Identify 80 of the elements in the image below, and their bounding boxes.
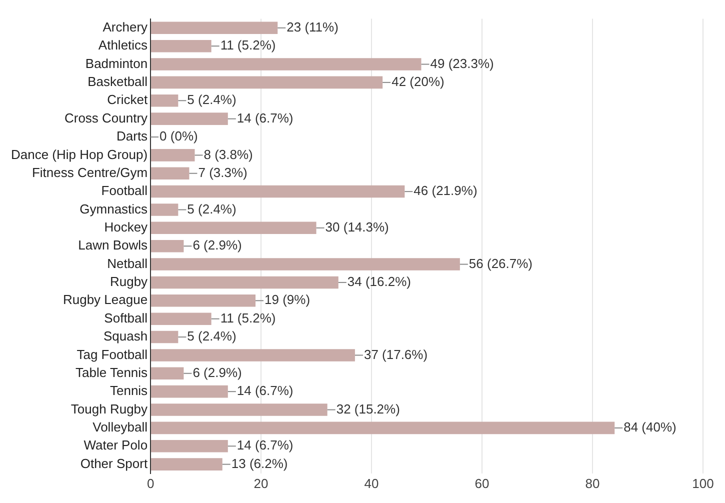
data-label: 56 (26.7%) bbox=[468, 256, 533, 271]
bar bbox=[151, 58, 422, 70]
data-label: 0 (0%) bbox=[160, 128, 198, 144]
x-tick-label: 80 bbox=[585, 476, 600, 491]
y-tick-label: Darts bbox=[116, 128, 148, 144]
data-label: 84 (40%) bbox=[624, 420, 676, 435]
y-tick-label: Tag Football bbox=[76, 346, 148, 362]
x-tick-label: 100 bbox=[692, 476, 714, 491]
x-tick-label: 60 bbox=[474, 476, 490, 491]
data-label: 11 (5.2%) bbox=[220, 310, 276, 326]
bar bbox=[151, 312, 212, 325]
bar bbox=[151, 276, 338, 289]
bar bbox=[151, 185, 405, 198]
y-tick-label: Athletics bbox=[98, 38, 148, 53]
bar bbox=[151, 167, 190, 180]
x-tick-label: 0 bbox=[146, 476, 154, 491]
data-label: 19 (9%) bbox=[264, 292, 310, 308]
y-tick-label: Cricket bbox=[107, 92, 148, 108]
data-label: 34 (16.2%) bbox=[347, 274, 411, 290]
y-tick-label: Badminton bbox=[85, 56, 148, 71]
x-tick-label: 20 bbox=[254, 476, 268, 491]
y-tick-label: Basketball bbox=[88, 74, 148, 90]
bar bbox=[151, 112, 228, 125]
bar bbox=[151, 385, 228, 398]
y-tick-label: Football bbox=[101, 183, 148, 198]
y-tick-label: Netball bbox=[107, 256, 148, 271]
y-tick-label: Other Sport bbox=[80, 456, 148, 471]
y-tick-label: Rugby bbox=[110, 274, 148, 290]
bar bbox=[151, 440, 228, 452]
bar bbox=[151, 149, 195, 162]
bar bbox=[151, 240, 184, 252]
data-label: 23 (11%) bbox=[286, 19, 338, 34]
data-label: 49 (23.3%) bbox=[430, 56, 494, 71]
data-label: 5 (2.4%) bbox=[187, 92, 236, 108]
data-label: 5 (2.4%) bbox=[187, 201, 236, 216]
bar bbox=[151, 40, 212, 52]
y-tick-label: Dance (Hip Hop Group) bbox=[10, 146, 148, 162]
y-tick-label: Archery bbox=[102, 19, 148, 34]
y-tick-label: Hockey bbox=[104, 219, 148, 234]
y-tick-label: Tennis bbox=[110, 383, 148, 398]
data-label: 5 (2.4%) bbox=[187, 328, 236, 344]
data-label: 7 (3.3%) bbox=[198, 164, 248, 180]
bar bbox=[151, 404, 328, 416]
data-label: 14 (6.7%) bbox=[236, 110, 294, 126]
data-label: 32 (15.2%) bbox=[336, 401, 400, 416]
bar bbox=[151, 367, 184, 380]
bar bbox=[151, 422, 615, 434]
y-tick-label: Water Polo bbox=[84, 438, 148, 453]
bar bbox=[151, 222, 316, 234]
data-label: 6 (2.9%) bbox=[192, 364, 242, 380]
bar bbox=[151, 458, 222, 470]
y-tick-label: Rugby League bbox=[62, 292, 148, 308]
bar bbox=[151, 204, 178, 216]
y-tick-label: Cross Country bbox=[64, 110, 148, 126]
y-tick-label: Fitness Centre/Gym bbox=[32, 164, 148, 180]
data-label: 42 (20%) bbox=[392, 74, 444, 90]
data-label: 8 (3.8%) bbox=[204, 146, 253, 162]
y-tick-label: Volleyball bbox=[92, 420, 148, 435]
y-tick-label: Softball bbox=[104, 310, 148, 326]
bar bbox=[151, 22, 278, 34]
y-tick-label: Gymnastics bbox=[80, 201, 148, 216]
data-label: 14 (6.7%) bbox=[236, 383, 294, 398]
bar bbox=[151, 294, 256, 307]
y-tick-label: Table Tennis bbox=[76, 364, 148, 380]
x-tick-label: 40 bbox=[364, 476, 379, 491]
data-label: 46 (21.9%) bbox=[414, 183, 478, 198]
bar bbox=[151, 258, 460, 270]
data-label: 14 (6.7%) bbox=[236, 438, 294, 453]
bar bbox=[151, 94, 178, 107]
bar bbox=[151, 349, 355, 362]
bar bbox=[151, 76, 383, 89]
data-label: 30 (14.3%) bbox=[325, 219, 389, 234]
y-tick-label: Lawn Bowls bbox=[78, 238, 148, 253]
data-label: 37 (17.6%) bbox=[364, 346, 428, 362]
y-tick-label: Tough Rugby bbox=[70, 401, 148, 416]
bar bbox=[151, 330, 178, 344]
data-label: 6 (2.9%) bbox=[192, 238, 242, 253]
data-label: 11 (5.2%) bbox=[220, 38, 276, 53]
data-label: 13 (6.2%) bbox=[231, 456, 288, 471]
y-tick-label: Squash bbox=[103, 328, 148, 344]
